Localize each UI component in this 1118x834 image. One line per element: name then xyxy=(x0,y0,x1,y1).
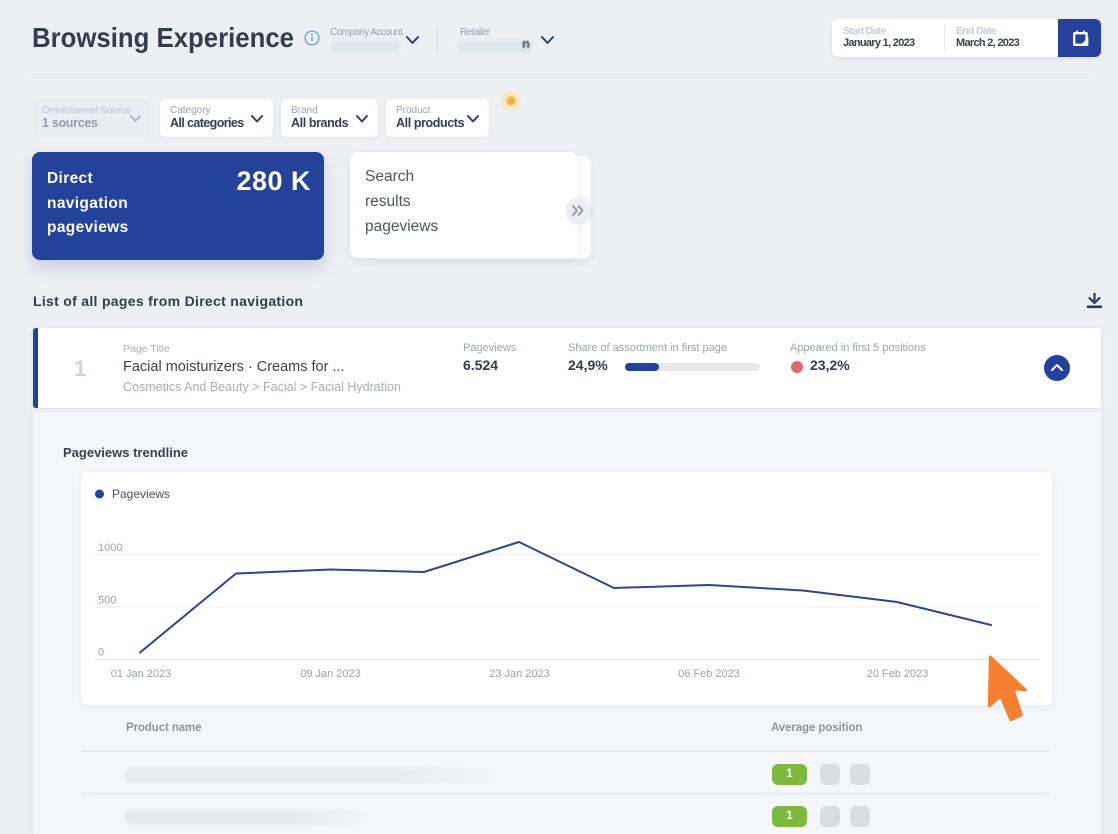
svg-text:09 Jan 2023: 09 Jan 2023 xyxy=(300,668,361,680)
svg-text:23 Jan 2023: 23 Jan 2023 xyxy=(489,668,550,680)
svg-text:06 Feb 2023: 06 Feb 2023 xyxy=(678,668,740,680)
svg-text:500: 500 xyxy=(98,595,116,607)
svg-text:1000: 1000 xyxy=(98,542,122,554)
svg-text:Pageviews: Pageviews xyxy=(112,487,170,501)
svg-text:20 Feb 2023: 20 Feb 2023 xyxy=(867,668,929,680)
svg-text:0: 0 xyxy=(98,647,104,659)
svg-text:01 Jan 2023: 01 Jan 2023 xyxy=(111,668,172,680)
